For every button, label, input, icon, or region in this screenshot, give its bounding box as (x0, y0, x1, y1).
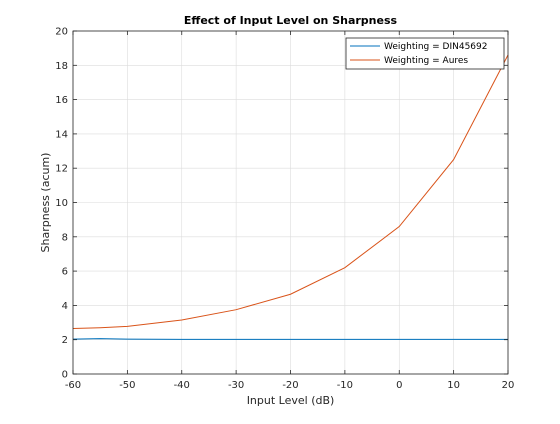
y-tick-label-8: 8 (62, 232, 68, 243)
legend: Weighting = DIN45692 Weighting = Aures (345, 37, 505, 70)
y-tick-label-14: 14 (55, 129, 68, 140)
x-tick-label-minus-60: -60 (65, 380, 81, 391)
x-tick-label-minus-30: -30 (228, 380, 244, 391)
y-tick-label-4: 4 (62, 301, 68, 312)
series-aures-line (72, 54, 509, 330)
chart-title: Effect of Input Level on Sharpness (184, 14, 398, 27)
series-layer (72, 54, 509, 340)
legend-box (345, 37, 505, 70)
series-din45692-line (72, 338, 508, 340)
y-tick-label-0: 0 (62, 370, 68, 381)
x-tick-label-20: 20 (502, 380, 515, 391)
y-tick-label-6: 6 (62, 267, 68, 278)
y-axis-label: Sharpness (acum) (39, 153, 52, 253)
x-tick-label-minus-50: -50 (119, 380, 135, 391)
x-tick-label-minus-10: -10 (337, 380, 353, 391)
y-tick-label-18: 18 (55, 61, 68, 72)
x-tick-label-minus-20: -20 (282, 380, 298, 391)
legend-label-aures: Weighting = Aures (384, 56, 468, 66)
y-tick-label-10: 10 (55, 198, 68, 209)
x-axis-label: Input Level (dB) (247, 394, 335, 407)
y-tick-label-2: 2 (62, 335, 68, 346)
y-tick-label-12: 12 (55, 164, 68, 175)
y-tick-label-16: 16 (55, 95, 68, 106)
ticks: -60 -50 -40 -30 -20 -10 0 10 20 0 2 4 6 8 10 12 14 16 18 20 (55, 27, 514, 392)
x-tick-label-10: 10 (447, 380, 460, 391)
x-tick-label-0: 0 (396, 380, 402, 391)
y-tick-label-20: 20 (55, 27, 68, 38)
legend-label-din45692: Weighting = DIN45692 (384, 42, 487, 52)
x-tick-label-minus-40: -40 (174, 380, 190, 391)
